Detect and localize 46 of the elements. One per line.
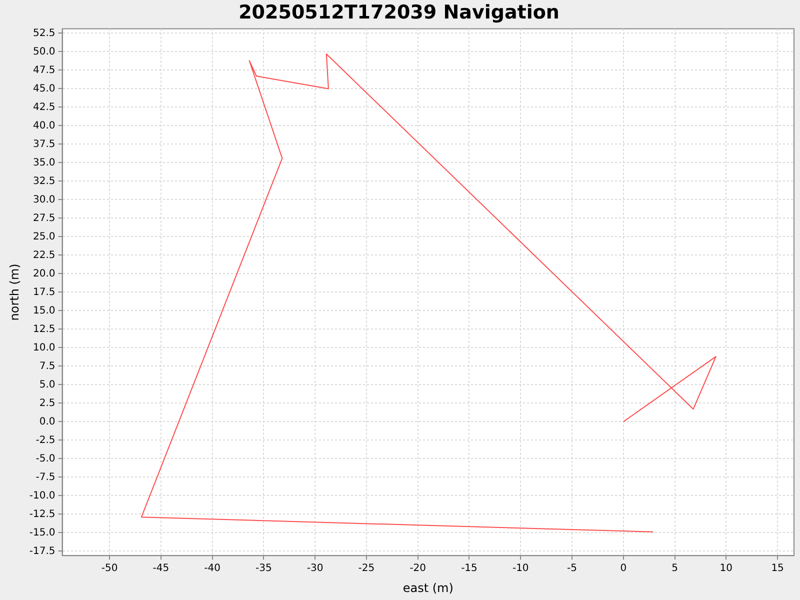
x-tick-label: -40: [204, 563, 220, 574]
x-tick-label: -30: [306, 563, 324, 574]
y-tick-label: 35.0: [33, 157, 56, 168]
y-tick-label: 5.0: [39, 379, 56, 390]
x-tick-label: 15: [771, 563, 784, 574]
y-tick-label: 40.0: [33, 120, 56, 132]
y-tick-label: -10.0: [29, 490, 56, 502]
y-tick-label: -12.5: [29, 508, 56, 520]
x-axis-title: east (m): [402, 580, 454, 595]
x-tick-label: -25: [358, 563, 375, 574]
chart-title: 20250512T172039 Navigation: [238, 1, 560, 24]
y-tick-label: -5.0: [36, 453, 56, 464]
y-tick-label: 2.5: [39, 398, 56, 409]
y-axis-title: north (m): [7, 264, 22, 321]
y-tick-label: 27.5: [33, 212, 56, 224]
y-tick-label: 15.0: [33, 305, 56, 316]
y-tick-label: 20.0: [33, 268, 56, 280]
y-tick-label: 50.0: [33, 46, 56, 58]
y-tick-label: 47.5: [33, 64, 56, 76]
y-tick-label: 25.0: [33, 231, 56, 242]
y-tick-label: 52.5: [33, 28, 56, 39]
y-tick-label: 7.5: [39, 360, 56, 372]
x-tick-label: -35: [256, 563, 272, 574]
y-tick-label: 37.5: [33, 138, 56, 150]
y-tick-label: 12.5: [33, 324, 56, 335]
x-tick-label: -50: [101, 563, 118, 574]
y-tick-label: -7.5: [36, 472, 56, 483]
y-tick-label: -17.5: [29, 546, 56, 557]
y-tick-label: 42.5: [33, 102, 56, 113]
x-tick-label: 5: [672, 563, 678, 574]
y-tick-label: 32.5: [33, 176, 56, 187]
y-tick-label: 22.5: [33, 250, 56, 261]
x-tick-label: 0: [620, 563, 627, 574]
x-tick-label: 10: [720, 563, 733, 574]
y-tick-label: -2.5: [36, 434, 56, 446]
x-tick-label: -45: [152, 563, 170, 574]
x-tick-label: -20: [410, 563, 426, 574]
y-tick-label: -15.0: [29, 527, 56, 538]
y-tick-label: 45.0: [33, 83, 56, 94]
x-tick-label: -15: [461, 563, 478, 574]
x-tick-label: -10: [512, 563, 529, 574]
y-tick-label: 10.0: [33, 342, 56, 354]
x-tick-label: -5: [567, 563, 578, 574]
y-tick-label: 30.0: [33, 194, 56, 206]
y-tick-label: 0.0: [39, 416, 56, 428]
y-tick-label: 17.5: [33, 286, 56, 298]
